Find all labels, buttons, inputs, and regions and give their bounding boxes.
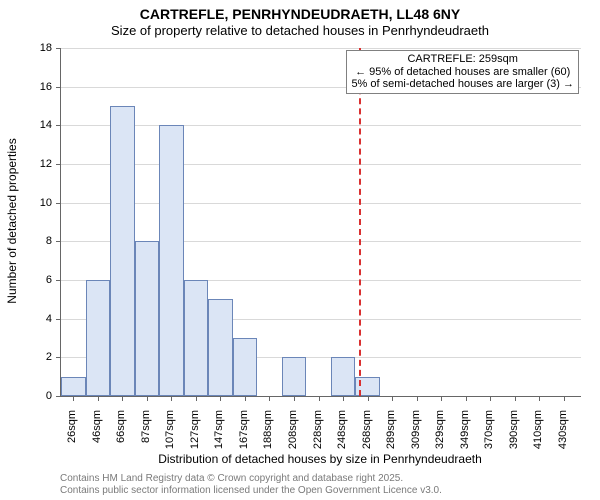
y-tick-label: 2 [0, 351, 52, 363]
x-tick-label: 26sqm [66, 410, 78, 460]
histogram-bar [135, 241, 160, 396]
y-tick [56, 241, 61, 242]
y-tick-label: 0 [0, 390, 52, 402]
y-tick-label: 18 [0, 42, 52, 54]
x-tick [269, 396, 270, 401]
x-tick [343, 396, 344, 401]
x-tick-label: 390sqm [508, 410, 520, 460]
x-tick [98, 396, 99, 401]
y-tick [56, 203, 61, 204]
histogram-bar [233, 338, 258, 396]
x-tick-label: 66sqm [115, 410, 127, 460]
x-tick [171, 396, 172, 401]
x-tick [564, 396, 565, 401]
histogram-bar [110, 106, 135, 396]
x-tick [220, 396, 221, 401]
x-tick-label: 87sqm [140, 410, 152, 460]
y-tick-label: 4 [0, 313, 52, 325]
x-tick [147, 396, 148, 401]
x-tick-label: 289sqm [385, 410, 397, 460]
x-tick [490, 396, 491, 401]
x-tick-label: 430sqm [557, 410, 569, 460]
y-tick [56, 319, 61, 320]
y-tick-label: 8 [0, 235, 52, 247]
y-tick [56, 125, 61, 126]
reference-line [359, 48, 361, 396]
x-tick-label: 329sqm [434, 410, 446, 460]
y-tick-label: 12 [0, 158, 52, 170]
x-tick-label: 268sqm [361, 410, 373, 460]
y-axis-label: Number of detached properties [5, 121, 19, 321]
footer-attribution: Contains HM Land Registry data © Crown c… [0, 471, 600, 500]
gridline [61, 48, 581, 49]
annotation-title: CARTREFLE: 259sqm [351, 53, 574, 66]
plot-area: CARTREFLE: 259sqm← 95% of detached house… [60, 48, 581, 397]
x-tick-label: 147sqm [213, 410, 225, 460]
gridline [61, 164, 581, 165]
annotation-line-2: 5% of semi-detached houses are larger (3… [351, 78, 574, 91]
histogram-bar [208, 299, 233, 396]
histogram-bar [86, 280, 111, 396]
chart-container: CARTREFLE, PENRHYNDEUDRAETH, LL48 6NY Si… [0, 0, 600, 500]
x-tick-label: 208sqm [287, 410, 299, 460]
gridline [61, 125, 581, 126]
footer-line-1: Contains HM Land Registry data © Crown c… [60, 473, 590, 485]
x-tick-label: 309sqm [410, 410, 422, 460]
histogram-bar [282, 357, 307, 396]
x-tick-label: 228sqm [312, 410, 324, 460]
y-tick [56, 357, 61, 358]
annotation-line-1: ← 95% of detached houses are smaller (60… [351, 66, 574, 79]
histogram-bar [331, 357, 356, 396]
x-tick-label: 349sqm [459, 410, 471, 460]
x-tick-label: 248sqm [336, 410, 348, 460]
x-tick [539, 396, 540, 401]
gridline [61, 203, 581, 204]
histogram-bar [184, 280, 209, 396]
histogram-bar [159, 125, 184, 396]
histogram-bar [61, 377, 86, 396]
x-tick [368, 396, 369, 401]
x-tick [392, 396, 393, 401]
x-tick-label: 370sqm [483, 410, 495, 460]
x-tick-label: 46sqm [91, 410, 103, 460]
x-tick [515, 396, 516, 401]
y-tick-label: 10 [0, 197, 52, 209]
x-tick [196, 396, 197, 401]
x-tick [466, 396, 467, 401]
x-tick [73, 396, 74, 401]
y-tick [56, 48, 61, 49]
y-tick-label: 6 [0, 274, 52, 286]
y-tick-label: 14 [0, 119, 52, 131]
x-tick-label: 107sqm [164, 410, 176, 460]
chart-subtitle: Size of property relative to detached ho… [0, 23, 600, 39]
x-tick-label: 167sqm [238, 410, 250, 460]
annotation-box: CARTREFLE: 259sqm← 95% of detached house… [346, 50, 579, 94]
x-tick-label: 188sqm [262, 410, 274, 460]
x-tick-label: 410sqm [532, 410, 544, 460]
x-tick-label: 127sqm [189, 410, 201, 460]
y-tick [56, 280, 61, 281]
y-tick [56, 164, 61, 165]
y-tick [56, 87, 61, 88]
y-tick [56, 396, 61, 397]
x-tick [319, 396, 320, 401]
y-tick-label: 16 [0, 81, 52, 93]
chart-title: CARTREFLE, PENRHYNDEUDRAETH, LL48 6NY [0, 0, 600, 23]
x-tick [122, 396, 123, 401]
footer-line-2: Contains public sector information licen… [60, 485, 590, 497]
x-tick [441, 396, 442, 401]
x-tick [417, 396, 418, 401]
x-tick [245, 396, 246, 401]
x-tick [294, 396, 295, 401]
